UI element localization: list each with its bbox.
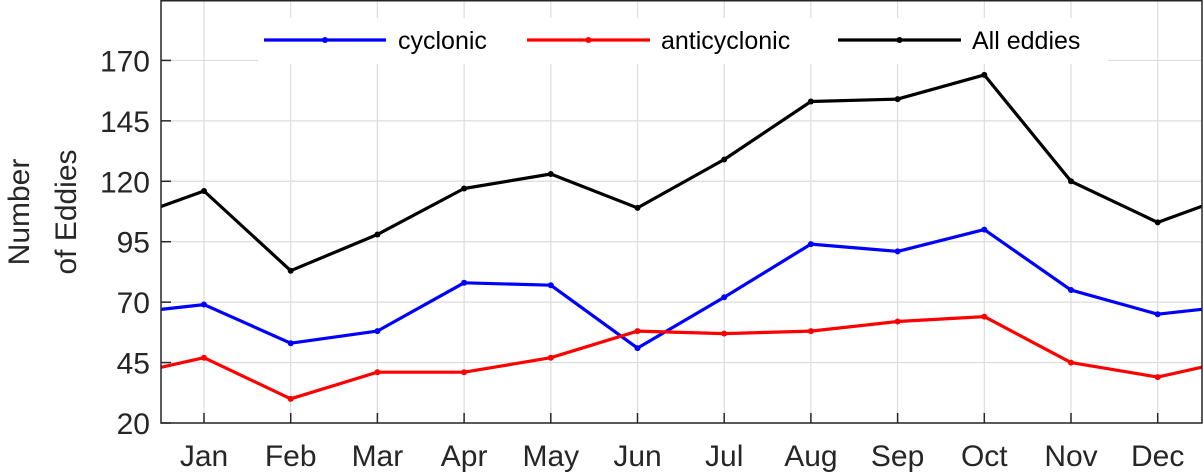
legend-marker (585, 37, 592, 43)
data-point (634, 204, 641, 211)
y-axis-label-line2: of Eddies (50, 149, 83, 274)
data-point (201, 301, 207, 308)
data-point (1068, 178, 1074, 185)
data-point (981, 226, 988, 233)
y-tick-label: 145 (100, 106, 150, 139)
legend-label: cyclonic (398, 27, 487, 55)
data-point (287, 395, 294, 402)
x-tick-label: Feb (265, 440, 317, 473)
data-point (461, 185, 468, 192)
y-tick-label: 170 (100, 45, 150, 78)
data-point (547, 171, 554, 178)
y-tick-label: 45 (117, 348, 150, 381)
data-point (461, 279, 468, 286)
x-tick-label: Dec (1131, 440, 1184, 473)
data-point (634, 345, 641, 352)
y-tick-label: 95 (117, 227, 150, 260)
legend: cyclonic anticyclonic All eddies (264, 27, 1080, 55)
data-point (807, 98, 814, 105)
data-point (374, 328, 381, 335)
data-point (1068, 359, 1074, 366)
legend-marker (322, 37, 328, 43)
y-axis-label-line1: Number (3, 159, 36, 266)
x-tick-label: May (522, 440, 579, 473)
data-point (721, 156, 728, 163)
x-tick-label: Aug (784, 440, 837, 473)
y-axis-title: Number of Eddies (3, 149, 83, 274)
data-point (807, 328, 814, 335)
x-tick-label: Mar (352, 440, 404, 473)
x-tick-label: Apr (441, 440, 488, 473)
y-tick-label: 20 (117, 408, 150, 441)
legend-label: anticyclonic (661, 27, 790, 55)
data-point (894, 96, 901, 103)
x-tick-label: Jul (705, 440, 743, 473)
legend-label: All eddies (972, 27, 1080, 55)
y-tick-label: 70 (117, 287, 150, 320)
data-point (547, 354, 554, 361)
data-point (287, 340, 294, 347)
data-point (807, 241, 814, 248)
series-line-anticyclonic (160, 315, 1203, 401)
x-tick-label: Nov (1044, 440, 1097, 473)
data-point (201, 187, 207, 194)
data-point (894, 248, 901, 255)
data-point (634, 328, 641, 335)
data-point (547, 282, 554, 289)
x-tick-label: Oct (961, 440, 1008, 473)
axes: Jan Feb Mar Apr May Jun Jul Aug Sep Oct Nov Dec 20 45… (100, 45, 1184, 473)
plot-frame (160, 0, 1203, 424)
legend-box (258, 18, 1108, 64)
y-tick-label: 120 (100, 166, 150, 199)
data-point (894, 318, 901, 325)
data-point (1068, 287, 1074, 294)
data-point (461, 369, 468, 376)
data-point (721, 330, 728, 337)
data-point (287, 267, 294, 274)
data-point (201, 354, 207, 361)
x-tick-label: Jan (180, 440, 228, 473)
data-point (981, 313, 988, 320)
data-point (374, 369, 381, 376)
series-group (160, 71, 1203, 402)
data-point (1154, 219, 1161, 226)
data-point (1154, 311, 1161, 318)
series-line-all-eddies (160, 73, 1203, 273)
data-point (981, 71, 988, 78)
series-line-cyclonic (160, 228, 1203, 350)
data-point (721, 294, 728, 301)
data-point (374, 231, 381, 238)
x-tick-label: Sep (871, 440, 924, 473)
legend-marker (896, 37, 903, 43)
data-point (1154, 374, 1161, 381)
x-tick-label: Jun (613, 440, 661, 473)
